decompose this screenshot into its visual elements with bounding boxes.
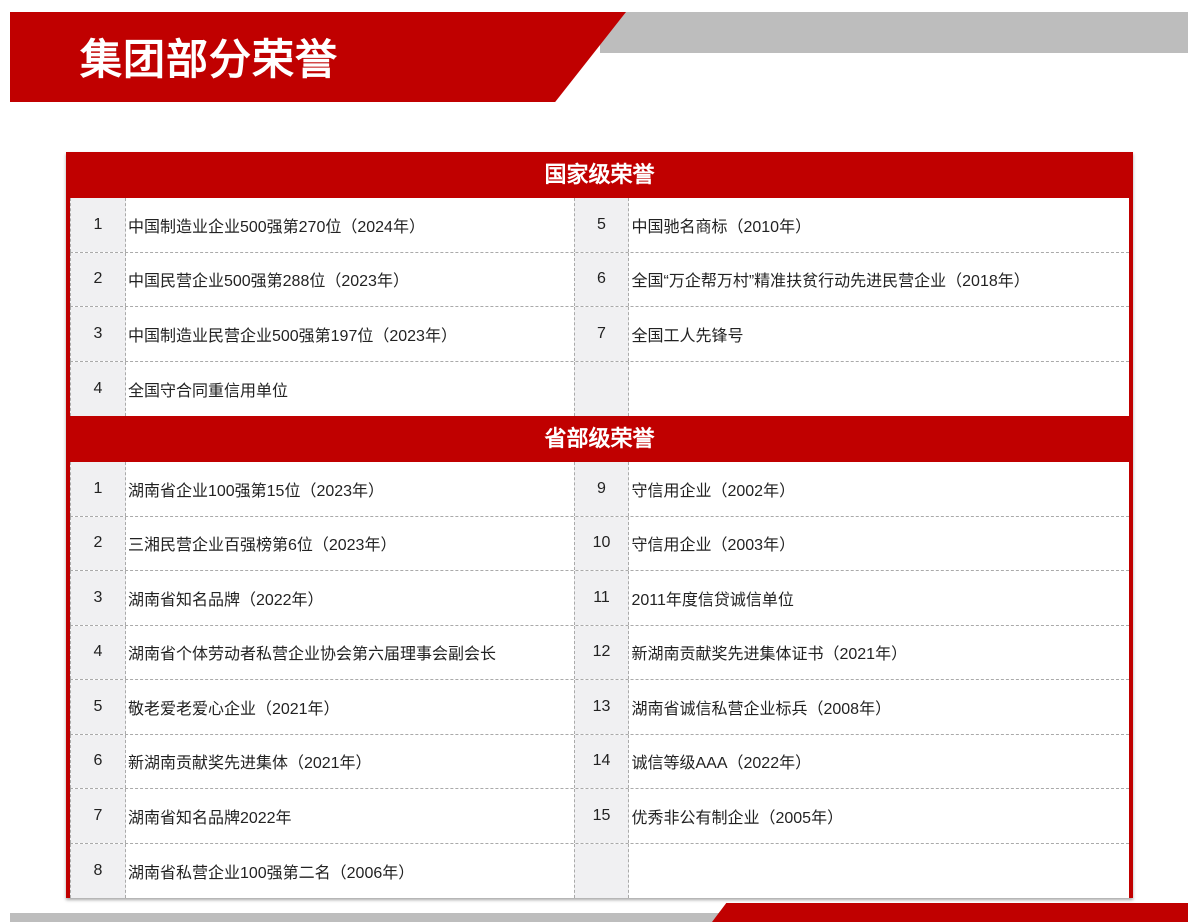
- honor-text: 湖南省知名品牌2022年: [127, 809, 292, 827]
- table-row: 2 中国民营企业500强第288位（2023年） 6 全国“万企帮万村”精准扶贫行动先…: [70, 252, 1129, 307]
- section-header: 国家级荣誉: [544, 162, 655, 187]
- honor-text: 湖南省私营企业100强第二名（2006年）: [127, 864, 415, 882]
- honor-number: 13: [573, 680, 630, 734]
- footer-gray-band: [10, 913, 730, 922]
- honor-number: 8: [70, 843, 126, 898]
- honor-number: 3: [70, 571, 126, 625]
- honor-text: 全国守合同重信用单位: [127, 382, 288, 400]
- header-gray-band: [600, 12, 1188, 53]
- section-body: 1 湖南省企业100强第15位（2023年） 9 守信用企业（2002年） 2 三湘民营企…: [70, 462, 1129, 898]
- honors-table: 国家级荣誉 1 中国制造业企业500强第270位（2024年） 5 中国驰名商标（201…: [66, 152, 1133, 898]
- honor-text: 湖南省企业100强第15位（2023年）: [127, 482, 385, 500]
- honor-text: 敬老爱老爱心企业（2021年）: [127, 700, 340, 718]
- honor-number: 5: [70, 680, 126, 734]
- honor-number: 3: [70, 307, 126, 361]
- honor-text: [629, 362, 1129, 417]
- honor-number: 6: [573, 252, 630, 306]
- footer-red-band: [712, 903, 1188, 922]
- honor-number: 6: [70, 734, 126, 788]
- table-row: 1 中国制造业企业500强第270位（2024年） 5 中国驰名商标（2010年）: [70, 198, 1129, 253]
- table-row: 1 湖南省企业100强第15位（2023年） 9 守信用企业（2002年）: [70, 462, 1129, 517]
- table-row: 3 中国制造业民营企业500强第197位（2023年） 7 全国工人先锋号: [70, 307, 1129, 362]
- honor-text: 新湖南贡献奖先进集体（2021年）: [127, 755, 372, 773]
- honor-text: 守信用企业（2002年）: [631, 482, 796, 500]
- honor-number: 9: [573, 462, 630, 516]
- honor-text: 中国驰名商标（2010年）: [631, 218, 812, 236]
- honor-text: 中国民营企业500强第288位（2023年）: [127, 273, 409, 291]
- honor-number: 2: [70, 252, 126, 306]
- table-row: 4 全国守合同重信用单位: [70, 361, 1129, 417]
- honor-number: 2: [70, 516, 126, 570]
- section-body: 1 中国制造业企业500强第270位（2024年） 5 中国驰名商标（2010年） 2 中…: [70, 198, 1129, 416]
- honor-text: 中国制造业企业500强第270位（2024年）: [127, 218, 425, 236]
- honor-text: 湖南省个体劳动者私营企业协会第六届理事会副会长: [127, 646, 496, 664]
- honor-text: 中国制造业民营企业500强第197位（2023年）: [127, 327, 457, 345]
- honor-number: 4: [70, 625, 126, 679]
- honor-text: 三湘民营企业百强榜第6位（2023年）: [127, 537, 397, 555]
- honor-number: 7: [70, 789, 126, 843]
- table-row: 8 湖南省私营企业100强第二名（2006年）: [70, 843, 1129, 899]
- honor-number: [573, 843, 630, 898]
- honor-number: 10: [573, 516, 630, 570]
- honor-text: 守信用企业（2003年）: [631, 537, 796, 555]
- table-row: 7 湖南省知名品牌2022年 15 优秀非公有制企业（2005年）: [70, 789, 1129, 844]
- honor-number: 1: [70, 462, 126, 516]
- honor-number: 7: [573, 307, 630, 361]
- table-row: 5 敬老爱老爱心企业（2021年） 13 湖南省诚信私营企业标兵（2008年）: [70, 680, 1129, 735]
- honor-text: 诚信等级AAA（2022年）: [631, 755, 812, 773]
- section-header: 省部级荣誉: [544, 426, 655, 451]
- honor-number: 14: [573, 734, 630, 788]
- honor-text: 湖南省诚信私营企业标兵（2008年）: [631, 700, 892, 718]
- honor-text: 全国“万企帮万村”精准扶贫行动先进民营企业（2018年）: [631, 273, 1030, 291]
- honor-number: [573, 361, 630, 416]
- honor-number: 1: [70, 198, 126, 252]
- honor-number: 12: [573, 625, 630, 679]
- page-title: 集团部分荣誉: [80, 36, 339, 83]
- honor-number: 11: [573, 571, 630, 625]
- header-red-band: [10, 12, 626, 102]
- honor-text: 2011年度信贷诚信单位: [631, 591, 794, 609]
- table-row: 2 三湘民营企业百强榜第6位（2023年） 10 守信用企业（2003年）: [70, 516, 1129, 571]
- honor-text: 新湖南贡献奖先进集体证书（2021年）: [631, 646, 908, 664]
- honor-number: 5: [573, 198, 630, 252]
- honor-number: 4: [70, 361, 126, 416]
- honor-text: 湖南省知名品牌（2022年）: [127, 591, 324, 609]
- honor-text: 优秀非公有制企业（2005年）: [631, 809, 844, 827]
- table-row: 6 新湖南贡献奖先进集体（2021年） 14 诚信等级AAA（2022年）: [70, 734, 1129, 789]
- table-row: 3 湖南省知名品牌（2022年） 11 2011年度信贷诚信单位: [70, 571, 1129, 626]
- honor-number: 15: [573, 789, 630, 843]
- honor-text: [629, 844, 1129, 899]
- honor-text: 全国工人先锋号: [631, 327, 744, 345]
- table-row: 4 湖南省个体劳动者私营企业协会第六届理事会副会长 12 新湖南贡献奖先进集体证书（2…: [70, 625, 1129, 680]
